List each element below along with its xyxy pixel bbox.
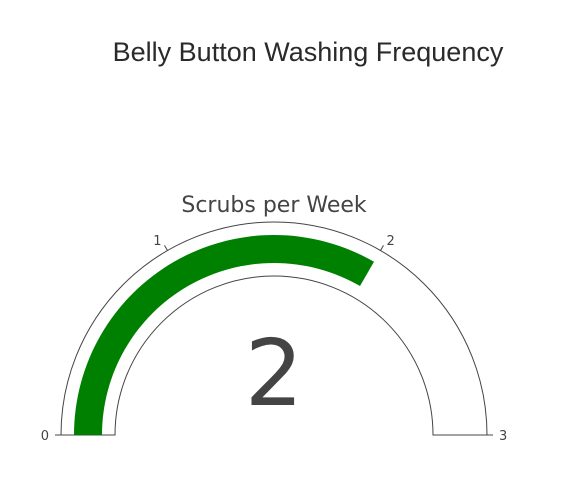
gauge-value: 2 (245, 320, 304, 427)
gauge-ticks: 0 1 2 3 (41, 234, 508, 444)
gauge-subtitle: Scrubs per Week (181, 193, 367, 218)
chart-title: Belly Button Washing Frequency (113, 37, 504, 67)
gauge-value-bar (74, 234, 374, 435)
gauge-tick-mark (164, 245, 168, 251)
gauge-tick-label: 3 (499, 429, 507, 444)
gauge-tick-label: 2 (387, 234, 395, 249)
gauge-tick-label: 0 (41, 429, 49, 444)
gauge-tick-label: 1 (153, 234, 161, 249)
gauge-tick-mark (380, 245, 384, 251)
